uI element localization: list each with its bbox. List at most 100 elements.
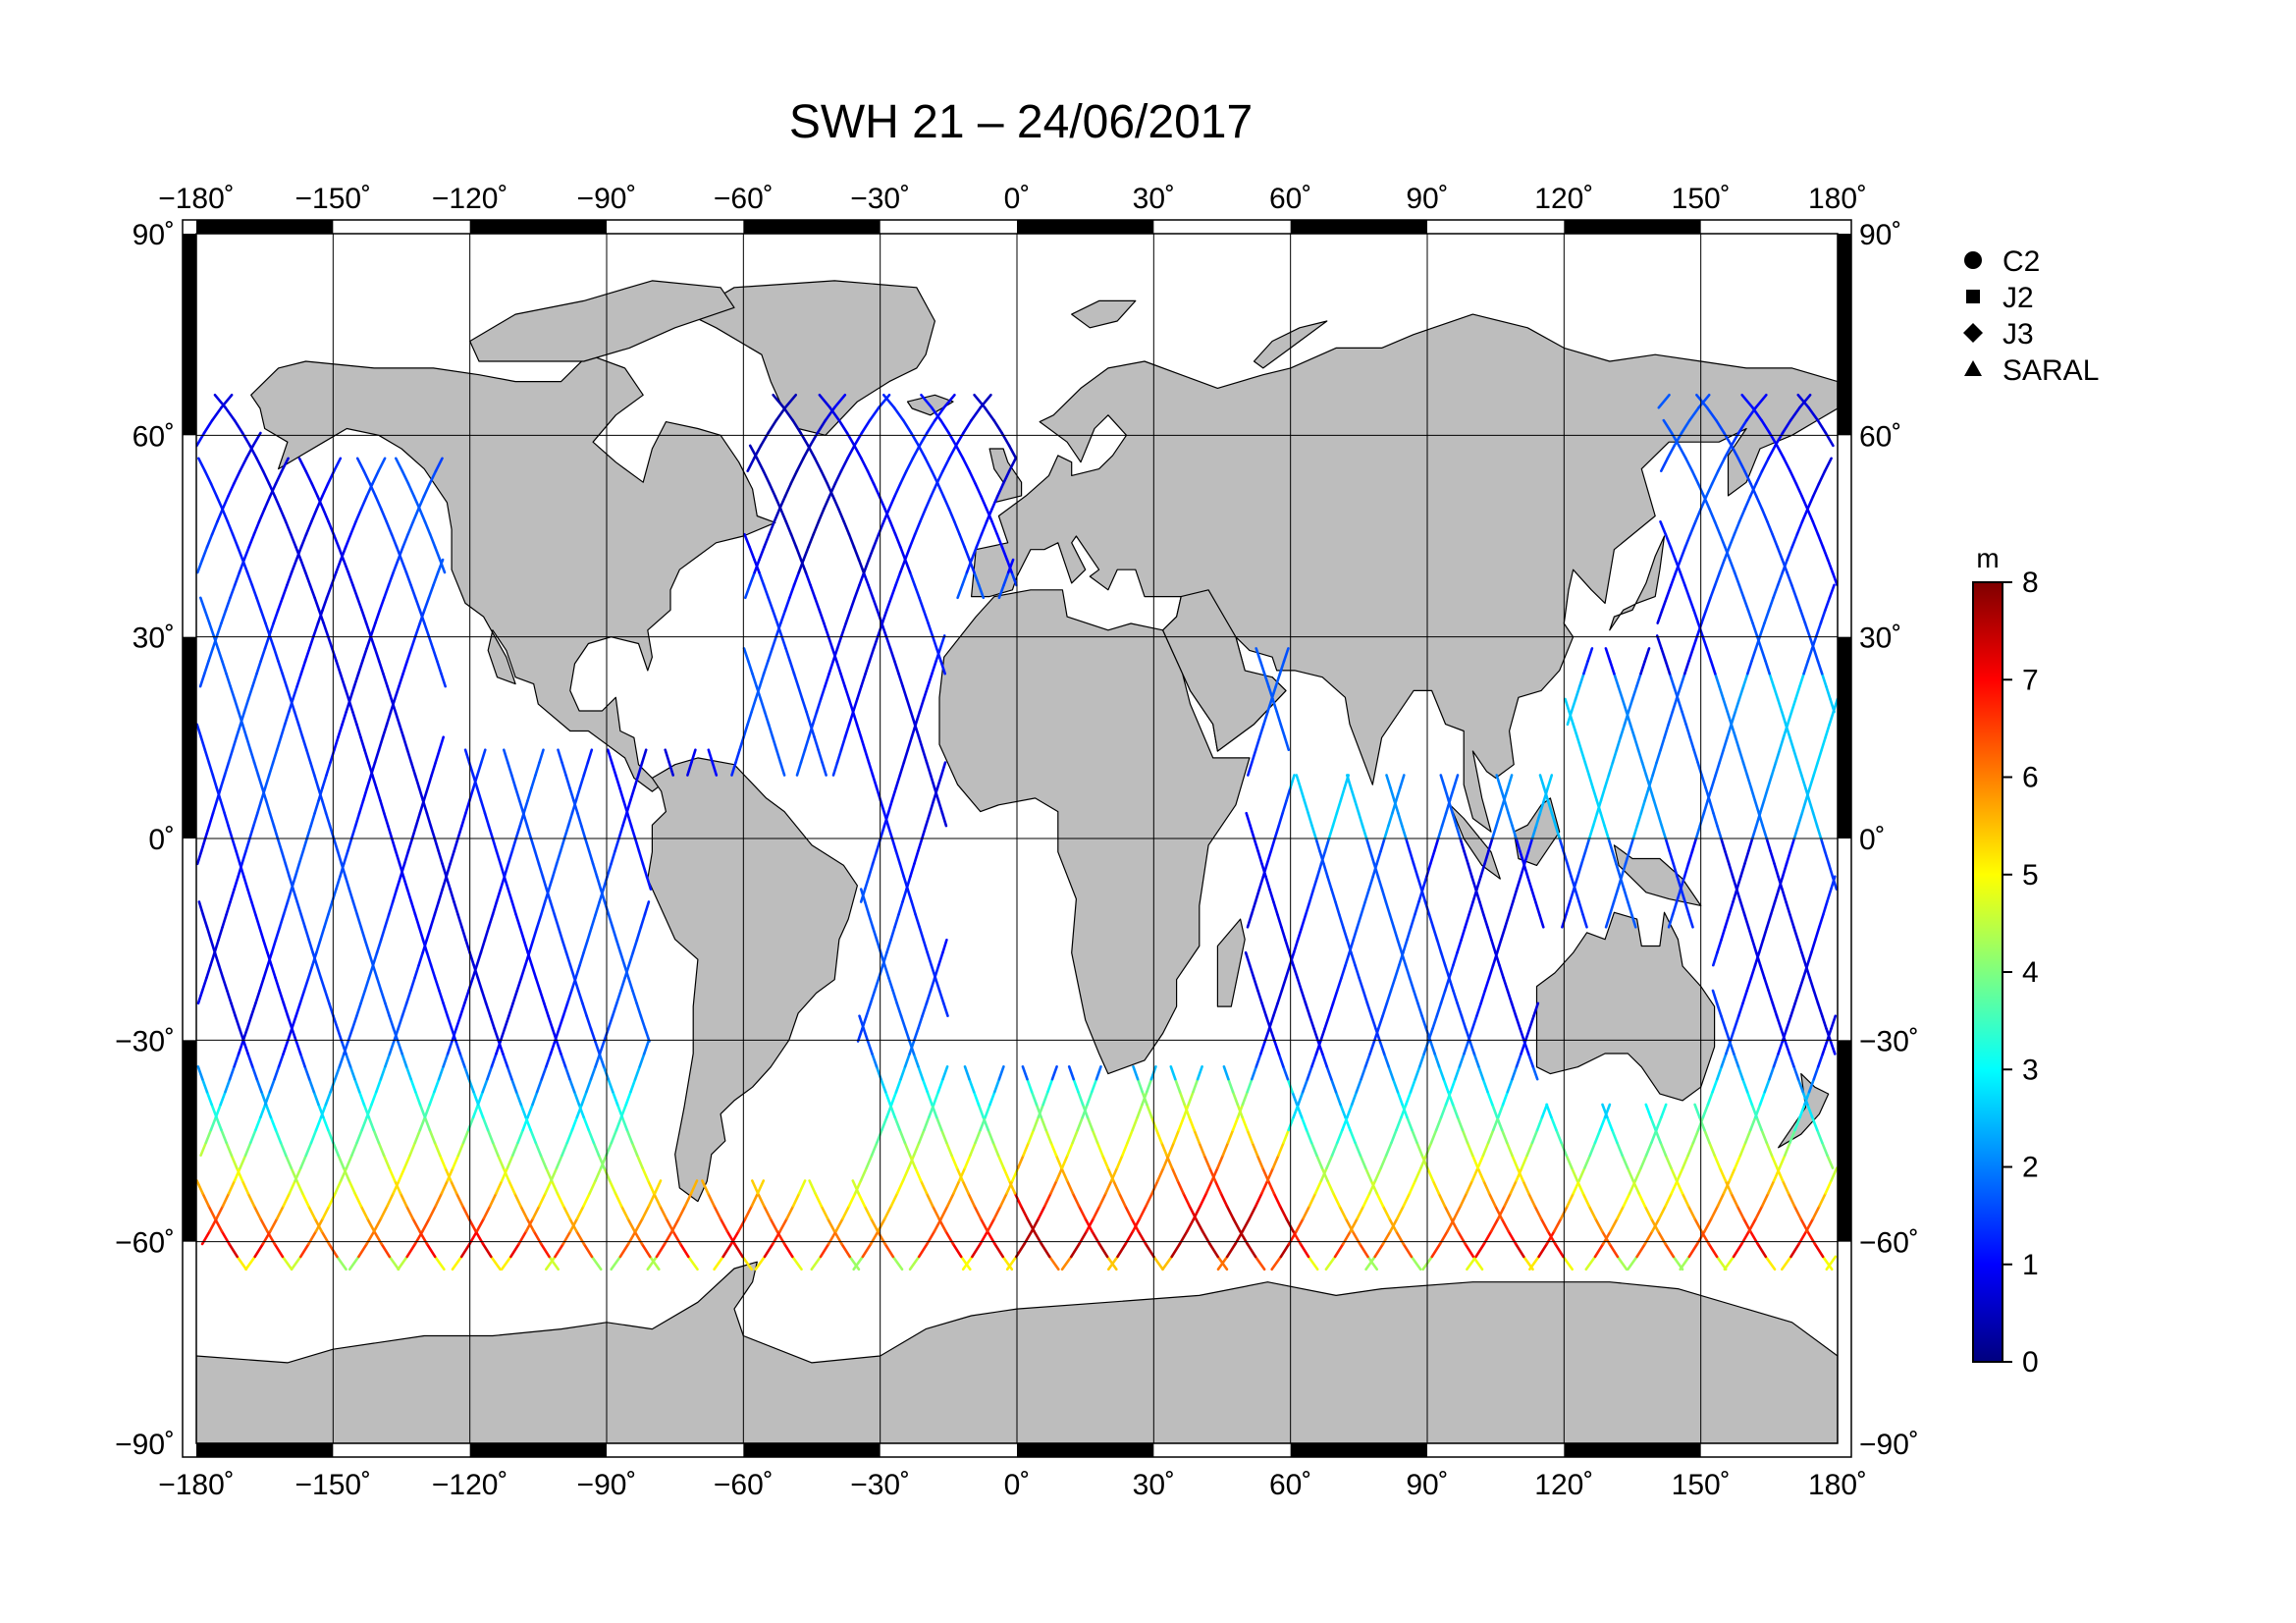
track-segment (268, 1217, 279, 1233)
track-segment (1060, 1255, 1073, 1271)
track-segment (1778, 735, 1786, 752)
track-segment (1663, 723, 1670, 739)
track-segment (778, 1217, 788, 1233)
track-segment (561, 1205, 571, 1220)
track-segment (961, 457, 971, 473)
frame-bar-right (1838, 234, 1851, 436)
track-segment (1704, 786, 1711, 802)
track-segment (1765, 1141, 1774, 1157)
track-segment (259, 647, 267, 663)
track-segment (1626, 1166, 1634, 1182)
track-segment (1743, 1128, 1752, 1145)
track-segment (1816, 659, 1824, 676)
track-segment (1350, 950, 1357, 967)
track-segment (1363, 888, 1370, 903)
track-segment (339, 862, 346, 879)
track-segment (259, 609, 267, 624)
track-segment (371, 774, 378, 789)
track-segment (583, 837, 591, 853)
track-segment (456, 824, 463, 840)
track-segment (1070, 1242, 1081, 1259)
track-segment (1116, 1242, 1127, 1259)
track-segment (1672, 684, 1680, 701)
track-segment (351, 583, 359, 600)
track-segment (1464, 1242, 1475, 1259)
track-segment (1456, 938, 1463, 954)
track-segment (521, 811, 529, 828)
track-segment (315, 938, 322, 954)
track-segment (898, 761, 906, 777)
track-segment (1007, 457, 1017, 473)
tick-labels: −180˚ −150˚ −120˚ −90˚ −60˚ −30˚ 0˚ 30˚ 60˚ 90˚ 12… (115, 183, 1919, 1501)
track-segment (1710, 1205, 1720, 1220)
track-segment (1747, 837, 1754, 853)
track-segment (1481, 1141, 1490, 1157)
track-segment (868, 647, 876, 663)
track-segment (347, 570, 354, 587)
track-segment (356, 659, 364, 676)
track-segment (789, 469, 799, 485)
track-segment (1772, 1053, 1780, 1068)
track-segment (1270, 1255, 1283, 1271)
track-segment (211, 634, 219, 650)
track-segment (1365, 1001, 1373, 1017)
track-segment (1620, 862, 1628, 879)
track-segment (1603, 1103, 1612, 1119)
track-segment (1829, 1040, 1837, 1055)
track-segment (355, 913, 363, 929)
track-segment (1219, 1192, 1229, 1208)
track-segment (762, 1205, 773, 1220)
track-segment (1683, 659, 1690, 676)
track-segment (207, 1205, 217, 1220)
track-segment (1815, 622, 1823, 637)
track-segment (869, 989, 877, 1005)
track-segment (379, 1065, 387, 1081)
track-segment (418, 609, 426, 624)
track-segment (1807, 406, 1820, 422)
track-segment (514, 913, 522, 929)
track-segment (743, 532, 751, 549)
track-segment (791, 1192, 801, 1208)
track-segment (1448, 976, 1455, 993)
track-segment (1587, 1205, 1597, 1220)
track-segment (1611, 849, 1618, 866)
track-segment (1814, 925, 1821, 942)
track-segment (1821, 1255, 1834, 1271)
track-segment (1755, 1115, 1763, 1132)
track-segment (1255, 735, 1261, 752)
track-segment (1276, 913, 1283, 929)
track-segment (1635, 811, 1643, 828)
track-segment (1687, 596, 1695, 613)
track-segment (1396, 1090, 1404, 1107)
track-segment (371, 469, 380, 485)
track-segment (719, 1217, 729, 1233)
track-segment (198, 672, 206, 688)
track-segment (428, 469, 438, 485)
track-segment (1817, 1053, 1825, 1068)
track-segment (1425, 1166, 1435, 1182)
track-segment (519, 1103, 527, 1119)
track-segment (771, 735, 778, 752)
track-segment (1402, 1242, 1414, 1259)
track-segment (229, 583, 237, 600)
track-segment (1565, 1154, 1574, 1169)
track-segment (919, 508, 928, 523)
track-segment (1387, 1065, 1395, 1081)
track-segment (1781, 862, 1789, 879)
colorbar-tick-label: 2 (2022, 1152, 2039, 1184)
track-segment (1295, 774, 1303, 789)
track-segment (1115, 1154, 1124, 1169)
track-segment (1188, 1115, 1196, 1132)
track-segment (1266, 697, 1273, 714)
track-segment (282, 900, 290, 916)
track-segment (388, 1040, 396, 1055)
frame-bar-right (1838, 1040, 1851, 1242)
track-segment (365, 1217, 376, 1233)
track-segment (939, 761, 947, 777)
track-segment (968, 469, 977, 485)
track-segment (309, 811, 316, 828)
track-segment (898, 862, 906, 879)
track-segment (1477, 1065, 1485, 1081)
track-segment (196, 849, 203, 866)
track-segment (1540, 1103, 1549, 1119)
